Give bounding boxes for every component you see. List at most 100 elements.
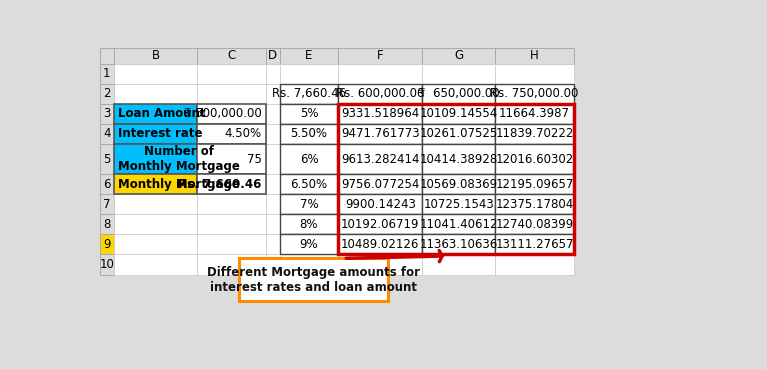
Bar	[197, 255, 265, 275]
Bar	[197, 124, 265, 144]
Bar	[422, 214, 495, 234]
Text: Monthly Mortgage: Monthly Mortgage	[117, 178, 239, 191]
Text: B: B	[152, 49, 160, 62]
Bar	[495, 83, 574, 104]
Bar	[422, 144, 495, 175]
Text: 12016.60302: 12016.60302	[495, 152, 574, 166]
Text: 12375.17804: 12375.17804	[495, 198, 574, 211]
Text: 5.50%: 5.50%	[291, 127, 328, 140]
Bar	[279, 255, 338, 275]
Bar	[495, 194, 574, 214]
Bar	[265, 48, 279, 63]
Bar	[197, 83, 265, 104]
Text: F: F	[377, 49, 384, 62]
Text: Interest rate: Interest rate	[117, 127, 202, 140]
Bar	[197, 234, 265, 255]
Text: 7: 7	[103, 198, 110, 211]
Bar	[338, 144, 422, 175]
Bar	[265, 104, 279, 124]
Bar	[279, 104, 338, 124]
Text: 11041.40612: 11041.40612	[420, 218, 498, 231]
Bar	[114, 255, 197, 275]
Text: 75: 75	[247, 152, 262, 166]
Bar	[338, 214, 422, 234]
Bar	[338, 48, 422, 63]
Bar	[100, 175, 114, 194]
Text: 2: 2	[103, 87, 110, 100]
Bar	[495, 124, 574, 144]
Bar	[422, 124, 495, 144]
Text: 4.50%: 4.50%	[225, 127, 262, 140]
Bar	[114, 104, 197, 124]
Bar	[265, 214, 279, 234]
Bar	[279, 175, 338, 194]
Text: 7%: 7%	[300, 198, 318, 211]
Bar	[422, 234, 495, 255]
Text: 1: 1	[103, 67, 110, 80]
Bar	[422, 214, 495, 234]
Text: 10192.06719: 10192.06719	[341, 218, 420, 231]
Text: 9: 9	[103, 238, 110, 251]
Bar	[100, 234, 114, 255]
Bar	[495, 255, 574, 275]
Bar	[338, 234, 422, 255]
Bar	[279, 144, 338, 175]
Bar	[338, 83, 422, 104]
Bar	[338, 255, 422, 275]
Bar	[338, 175, 422, 194]
Text: Number of
Monthly Mortgage: Number of Monthly Mortgage	[117, 145, 239, 173]
Bar	[422, 255, 495, 275]
Bar	[100, 83, 114, 104]
Text: 5: 5	[103, 152, 110, 166]
Bar	[422, 83, 495, 104]
Bar	[338, 194, 422, 214]
Text: G: G	[454, 49, 463, 62]
Bar	[495, 63, 574, 83]
Text: 10569.08369: 10569.08369	[420, 178, 498, 191]
Bar	[495, 144, 574, 175]
Bar	[197, 194, 265, 214]
Bar	[338, 104, 574, 255]
Text: H: H	[530, 49, 539, 62]
Text: 4: 4	[103, 127, 110, 140]
Bar	[338, 234, 422, 255]
Bar	[338, 175, 422, 194]
Bar	[100, 63, 114, 83]
Bar	[495, 194, 574, 214]
Bar	[495, 144, 574, 175]
Bar	[197, 48, 265, 63]
Text: ₹  650,000.00: ₹ 650,000.00	[418, 87, 499, 100]
Bar	[422, 234, 495, 255]
Text: 9613.282414: 9613.282414	[341, 152, 420, 166]
Bar	[100, 255, 114, 275]
Bar	[495, 234, 574, 255]
Bar	[279, 124, 338, 144]
Bar	[114, 144, 197, 175]
Bar	[495, 83, 574, 104]
Text: Rs. 600,000.00: Rs. 600,000.00	[336, 87, 424, 100]
Text: 5%: 5%	[300, 107, 318, 120]
Bar	[100, 104, 114, 124]
Bar	[422, 104, 495, 124]
Text: Rs. 7,660.46: Rs. 7,660.46	[179, 178, 262, 191]
Bar	[197, 175, 265, 194]
Text: 10109.14554: 10109.14554	[420, 107, 498, 120]
Text: C: C	[227, 49, 235, 62]
Bar	[114, 124, 197, 144]
Bar	[114, 104, 197, 124]
Bar	[265, 124, 279, 144]
Bar	[197, 175, 265, 194]
Text: Loan Amount: Loan Amount	[117, 107, 205, 120]
Bar	[338, 104, 422, 124]
Text: Rs. 7,660.46: Rs. 7,660.46	[272, 87, 346, 100]
Text: 9471.761773: 9471.761773	[341, 127, 420, 140]
Text: 13111.27657: 13111.27657	[495, 238, 574, 251]
Text: 10489.02126: 10489.02126	[341, 238, 420, 251]
Text: Different Mortgage amounts for
interest rates and loan amount: Different Mortgage amounts for interest …	[207, 266, 420, 293]
Bar	[422, 63, 495, 83]
Bar	[197, 144, 265, 175]
Bar	[422, 104, 495, 124]
Text: 9331.518964: 9331.518964	[341, 107, 420, 120]
Bar	[279, 194, 338, 214]
Text: Rs. 750,000.00: Rs. 750,000.00	[490, 87, 579, 100]
